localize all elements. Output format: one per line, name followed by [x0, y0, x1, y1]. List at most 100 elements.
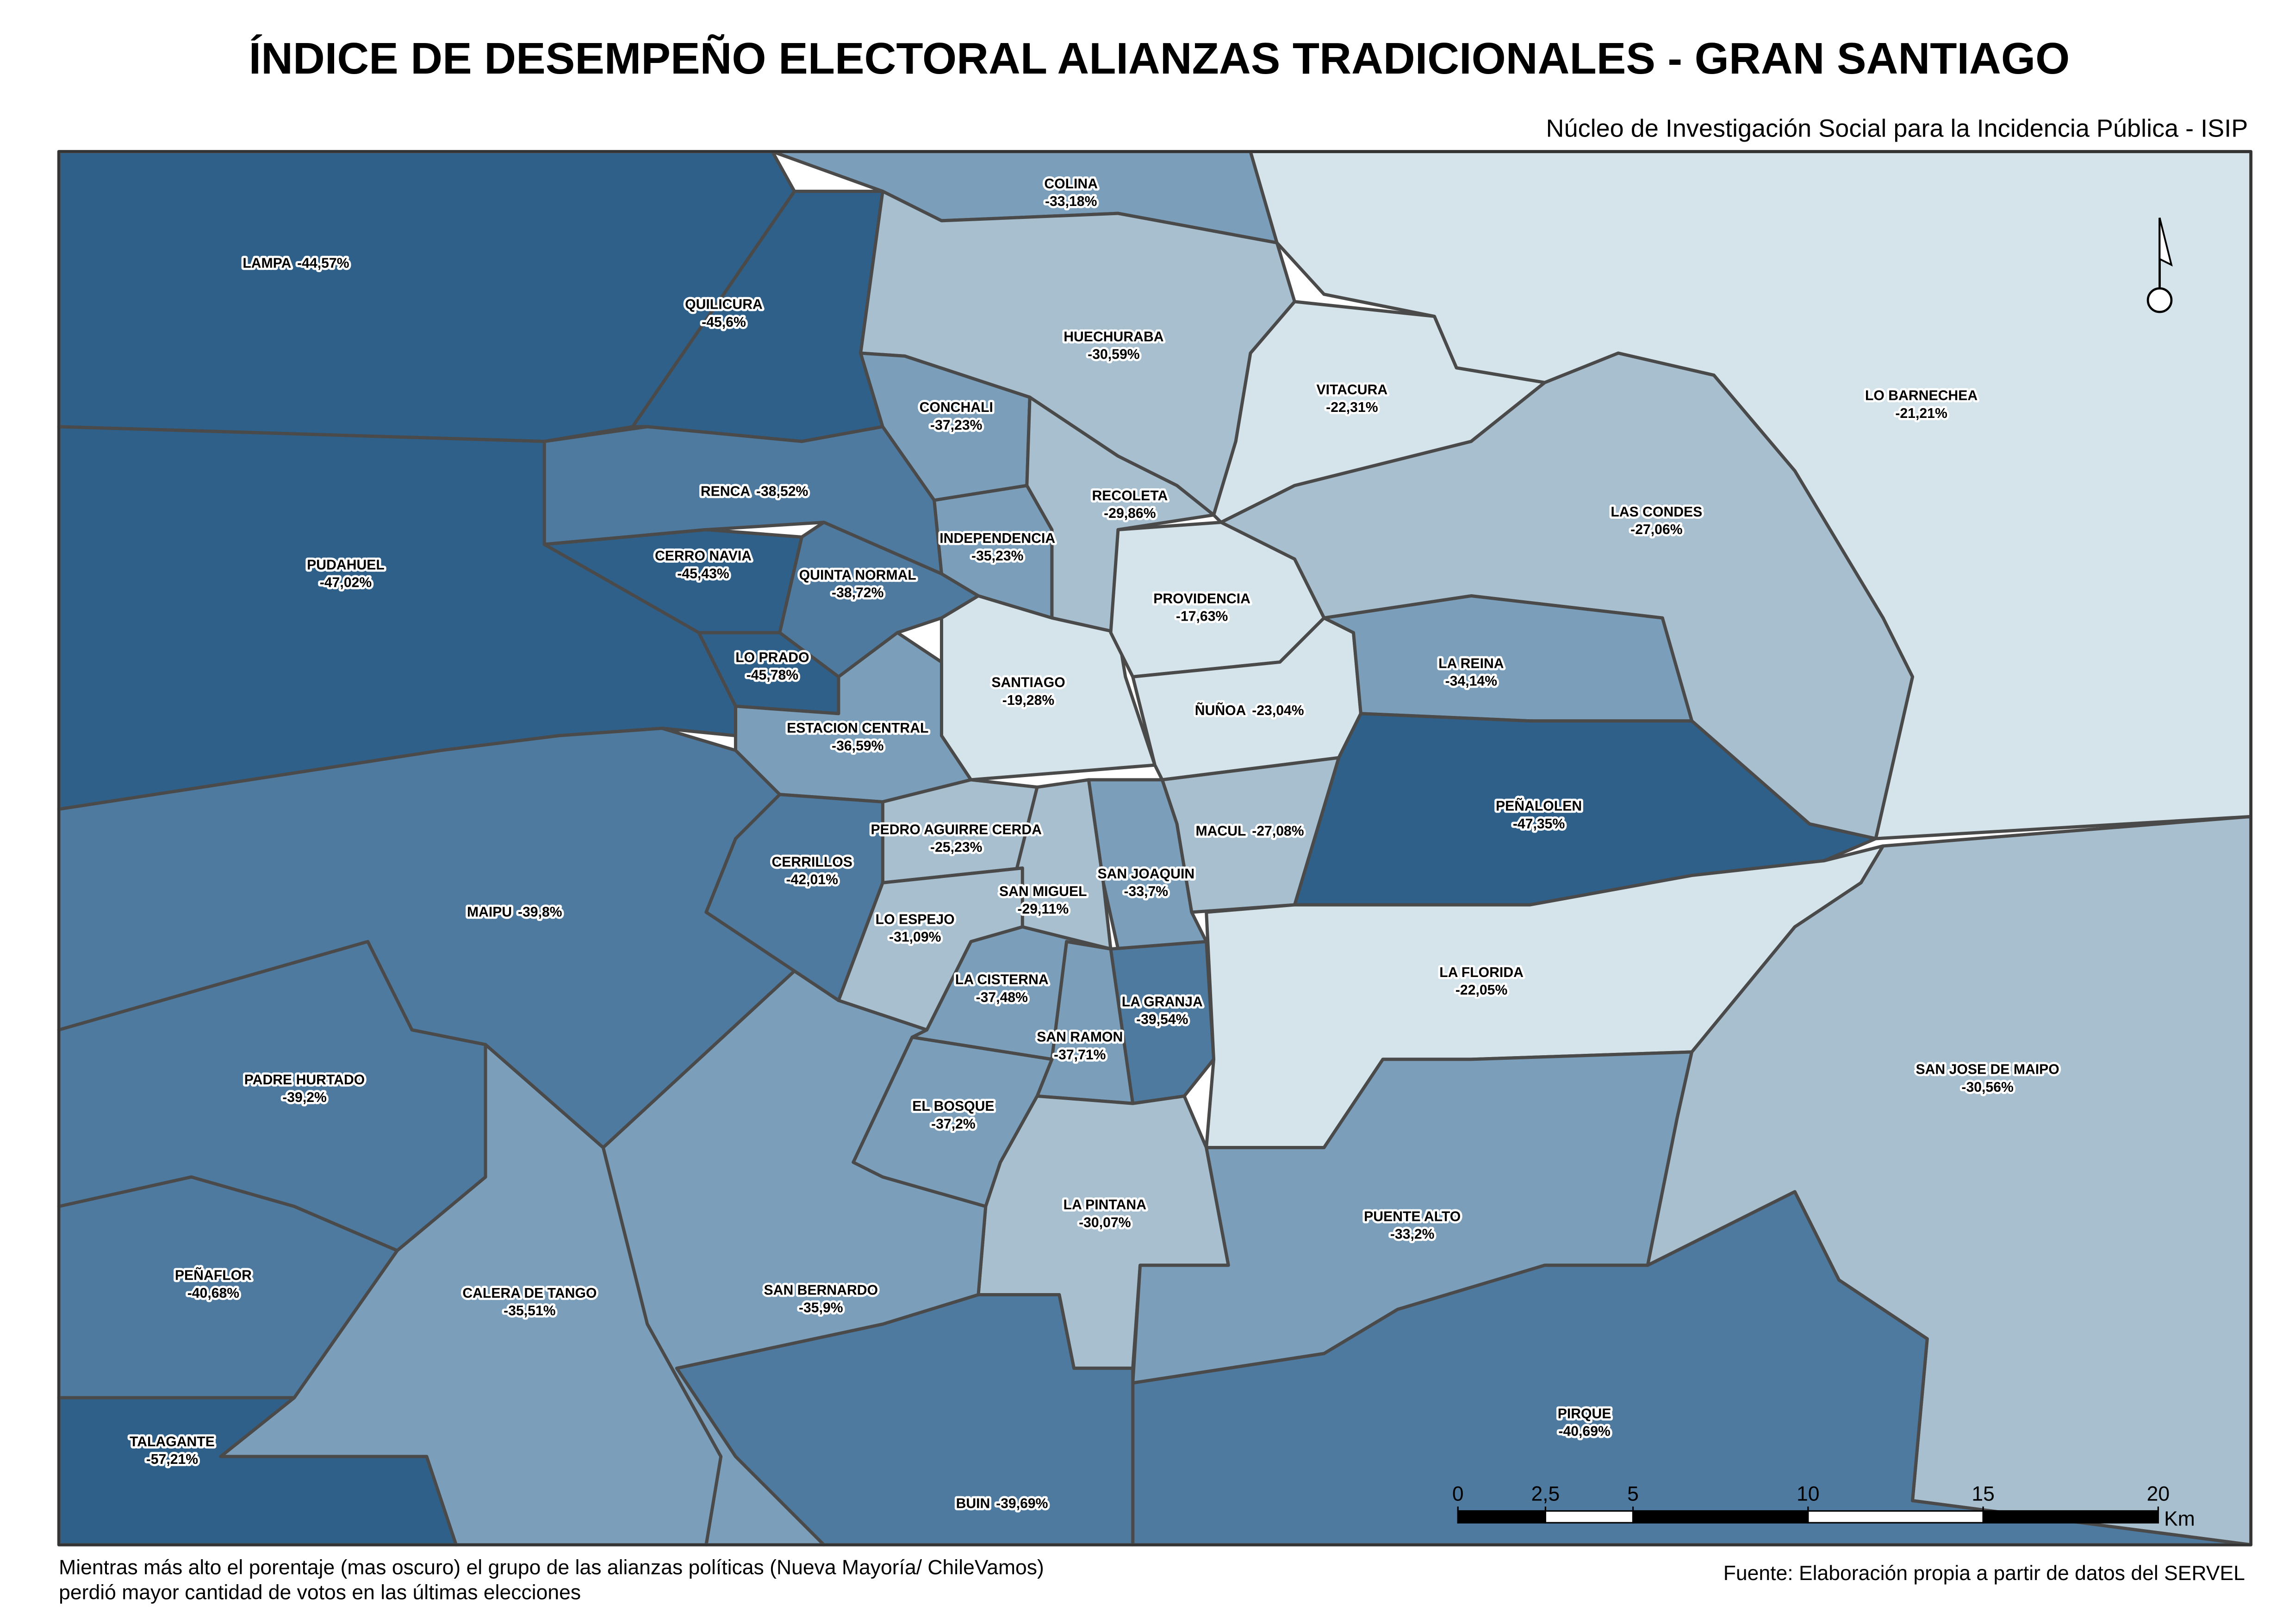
- commune-value: -27,08%: [1252, 824, 1304, 839]
- commune-name: LA FLORIDA: [1439, 965, 1524, 980]
- commune-name: TALAGANTE: [130, 1434, 215, 1450]
- note-line: Mientras más alto el porentaje (mas oscu…: [59, 1556, 1044, 1579]
- commune-value: -22,31%: [1326, 400, 1378, 415]
- scale-tick-label: 15: [1972, 1483, 1995, 1506]
- commune-value: -47,35%: [1513, 816, 1565, 832]
- commune-name: HUECHURABA: [1064, 330, 1163, 345]
- commune-name: VITACURA: [1316, 382, 1387, 398]
- commune-name: PUDAHUEL: [307, 557, 385, 572]
- commune-name: LA PINTANA: [1064, 1197, 1146, 1213]
- commune-value: -33,2%: [1390, 1227, 1435, 1242]
- commune-value: -29,86%: [1104, 506, 1156, 521]
- commune-name: LA REINA: [1438, 656, 1504, 671]
- commune-value: -45,43%: [677, 566, 729, 581]
- scale-tick-label: 2,5: [1531, 1483, 1560, 1506]
- commune-name: EL BOSQUE: [912, 1099, 994, 1114]
- commune-value: -40,68%: [187, 1286, 240, 1301]
- commune-value: -31,09%: [889, 930, 941, 945]
- commune-value: -38,52%: [756, 484, 809, 499]
- north-arrow-circle: [2146, 287, 2173, 313]
- commune-name: LO PRADO: [735, 650, 809, 666]
- commune-value: -45,6%: [702, 315, 746, 330]
- commune-name: LO BARNECHEA: [1865, 388, 1978, 404]
- commune-name: LO ESPEJO: [876, 912, 955, 927]
- commune-name: QUILICURA: [685, 297, 763, 312]
- scale-tick-label: 0: [1452, 1483, 1464, 1506]
- commune-value: -38,72%: [832, 585, 884, 601]
- commune-labels: LAMPA -44,57% QUILICURA -45,6% COLINA -33,18%…: [127, 174, 2061, 1513]
- commune-value: -33,18%: [1045, 194, 1097, 209]
- commune-value: -47,02%: [320, 575, 372, 590]
- map-title: ÍNDICE DE DESEMPEÑO ELECTORAL ALIANZAS T…: [249, 34, 2070, 83]
- communes: [57, 150, 2253, 1547]
- commune-value: -30,56%: [1961, 1080, 2014, 1095]
- commune-name: LAMPA: [243, 256, 291, 271]
- commune-area: [1322, 594, 1694, 723]
- commune-name: COLINA: [1044, 176, 1098, 192]
- commune-name: RENCA: [701, 484, 750, 499]
- commune-value: -37,48%: [976, 990, 1028, 1005]
- commune-value: -57,21%: [146, 1452, 199, 1467]
- scale-segment: [1982, 1510, 2159, 1524]
- commune-value: -35,23%: [971, 548, 1024, 564]
- commune-value: -39,54%: [1136, 1012, 1188, 1027]
- scale-segment: [1807, 1510, 1984, 1524]
- commune-name: CERRILLOS: [772, 854, 852, 870]
- commune-name: PADRE HURTADO: [244, 1072, 365, 1088]
- commune-value: -35,9%: [799, 1300, 843, 1316]
- commune-value: -37,2%: [931, 1116, 976, 1132]
- north-arrow-head: [2158, 218, 2173, 267]
- scale-tick-label: 10: [1797, 1483, 1820, 1506]
- source-note: Fuente: Elaboración propia a partir de d…: [1723, 1562, 2245, 1585]
- commune-name: INDEPENDENCIA: [939, 531, 1055, 546]
- commune-name: BUIN: [956, 1496, 990, 1511]
- commune-name: MACUL: [1195, 824, 1246, 839]
- commune-value: -27,06%: [1630, 522, 1683, 537]
- note-line: perdió mayor cantidad de votos en las úl…: [59, 1581, 581, 1604]
- commune-value: -42,01%: [786, 872, 839, 888]
- commune-value: -35,51%: [504, 1303, 556, 1319]
- commune-name: PROVIDENCIA: [1153, 591, 1250, 606]
- commune-value: -25,23%: [930, 840, 983, 855]
- commune-name: LA CISTERNA: [955, 972, 1049, 988]
- scale-segment: [1457, 1510, 1546, 1524]
- commune-name: SAN BERNARDO: [764, 1282, 878, 1298]
- north-arrow: [2146, 218, 2173, 313]
- commune-value: -22,05%: [1455, 983, 1508, 998]
- commune-value: -29,11%: [1017, 902, 1069, 917]
- commune-value: -17,63%: [1176, 609, 1228, 624]
- commune-name: PEDRO AGUIRRE CERDA: [871, 822, 1042, 838]
- commune-value: -37,71%: [1054, 1047, 1106, 1063]
- commune-value: -36,59%: [832, 738, 884, 753]
- commune-value: -21,21%: [1895, 406, 1947, 421]
- scale-tick-label: 20: [2147, 1483, 2170, 1506]
- commune-name: ÑUÑOA: [1195, 703, 1246, 718]
- commune-value: -39,8%: [518, 905, 562, 920]
- commune-value: -40,69%: [1558, 1424, 1611, 1439]
- map-subtitle: Núcleo de Investigación Social para la I…: [1546, 115, 2248, 143]
- commune-value: -44,57%: [297, 256, 349, 271]
- commune-value: -30,59%: [1088, 347, 1140, 362]
- commune-name: SAN MIGUEL: [999, 884, 1087, 899]
- commune-name: RECOLETA: [1092, 488, 1168, 504]
- scale-segment: [1544, 1510, 1634, 1524]
- commune-value: -34,14%: [1445, 673, 1498, 689]
- commune-name: SANTIAGO: [991, 675, 1065, 691]
- commune-value: -23,04%: [1252, 703, 1304, 718]
- commune-value: -37,23%: [930, 417, 983, 433]
- commune-name: SAN JOSE DE MAIPO: [1916, 1062, 2059, 1077]
- commune-name: PEÑAFLOR: [175, 1268, 252, 1283]
- commune-name: SAN RAMON: [1037, 1030, 1123, 1045]
- commune-name: PUENTE ALTO: [1364, 1209, 1461, 1225]
- scale-tick-label: 5: [1627, 1483, 1639, 1506]
- commune-value: -45,78%: [746, 668, 799, 683]
- commune-value: -19,28%: [1002, 693, 1055, 708]
- commune-name: PEÑALOLEN: [1496, 798, 1582, 814]
- scale-unit: Km: [2164, 1508, 2195, 1531]
- commune-name: PIRQUE: [1558, 1406, 1611, 1422]
- commune-name: MAIPU: [467, 905, 512, 920]
- commune-name: QUINTA NORMAL: [799, 568, 916, 583]
